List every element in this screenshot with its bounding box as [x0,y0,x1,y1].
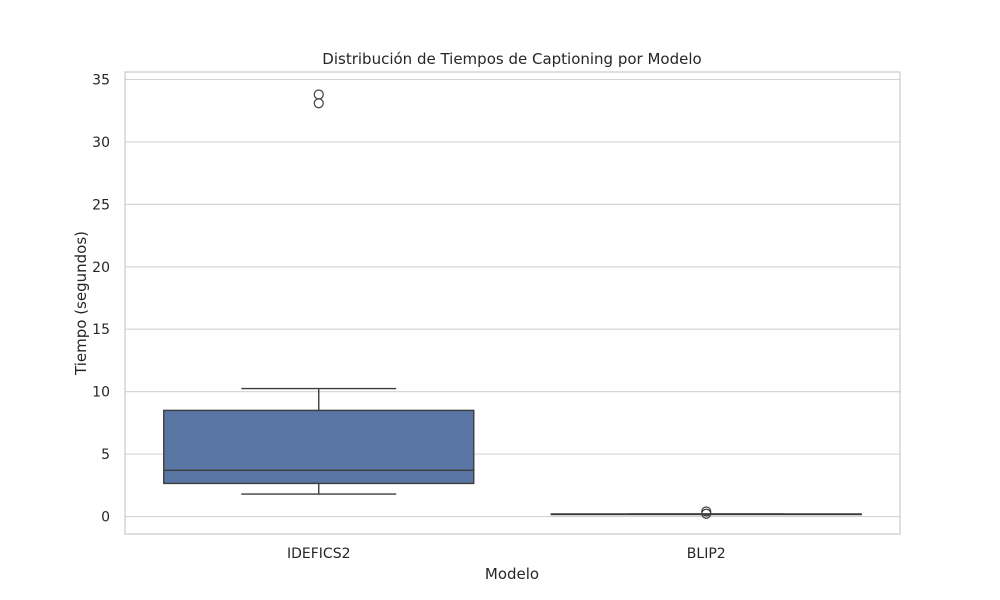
box-series [163,89,862,519]
outlier-point [701,506,712,517]
y-tick-label: 35 [92,72,110,88]
outlier-point [313,89,324,100]
outlier-point [313,98,324,109]
box-body [163,409,475,485]
chart-title: Distribución de Tiempos de Captioning po… [322,50,701,68]
x-axis-label: Modelo [485,565,539,583]
y-tick-label: 20 [92,260,110,276]
box-blip2 [550,506,862,519]
x-tick-label: IDEFICS2 [287,546,351,562]
box-idefics2 [163,89,475,495]
x-tick-label: BLIP2 [687,546,726,562]
y-tick-label: 0 [101,510,110,526]
y-tick-label: 15 [92,322,110,338]
y-tick-label: 10 [92,385,110,401]
y-tick-label: 25 [92,197,110,213]
plot-frame [124,71,901,535]
tick-labels: 0 5 10 15 20 25 30 35 IDEFICS2 BLIP2 [92,72,726,562]
y-tick-label: 30 [92,135,110,151]
y-axis-label: Tiempo (segundos) [72,231,90,376]
y-tick-label: 5 [101,447,110,463]
